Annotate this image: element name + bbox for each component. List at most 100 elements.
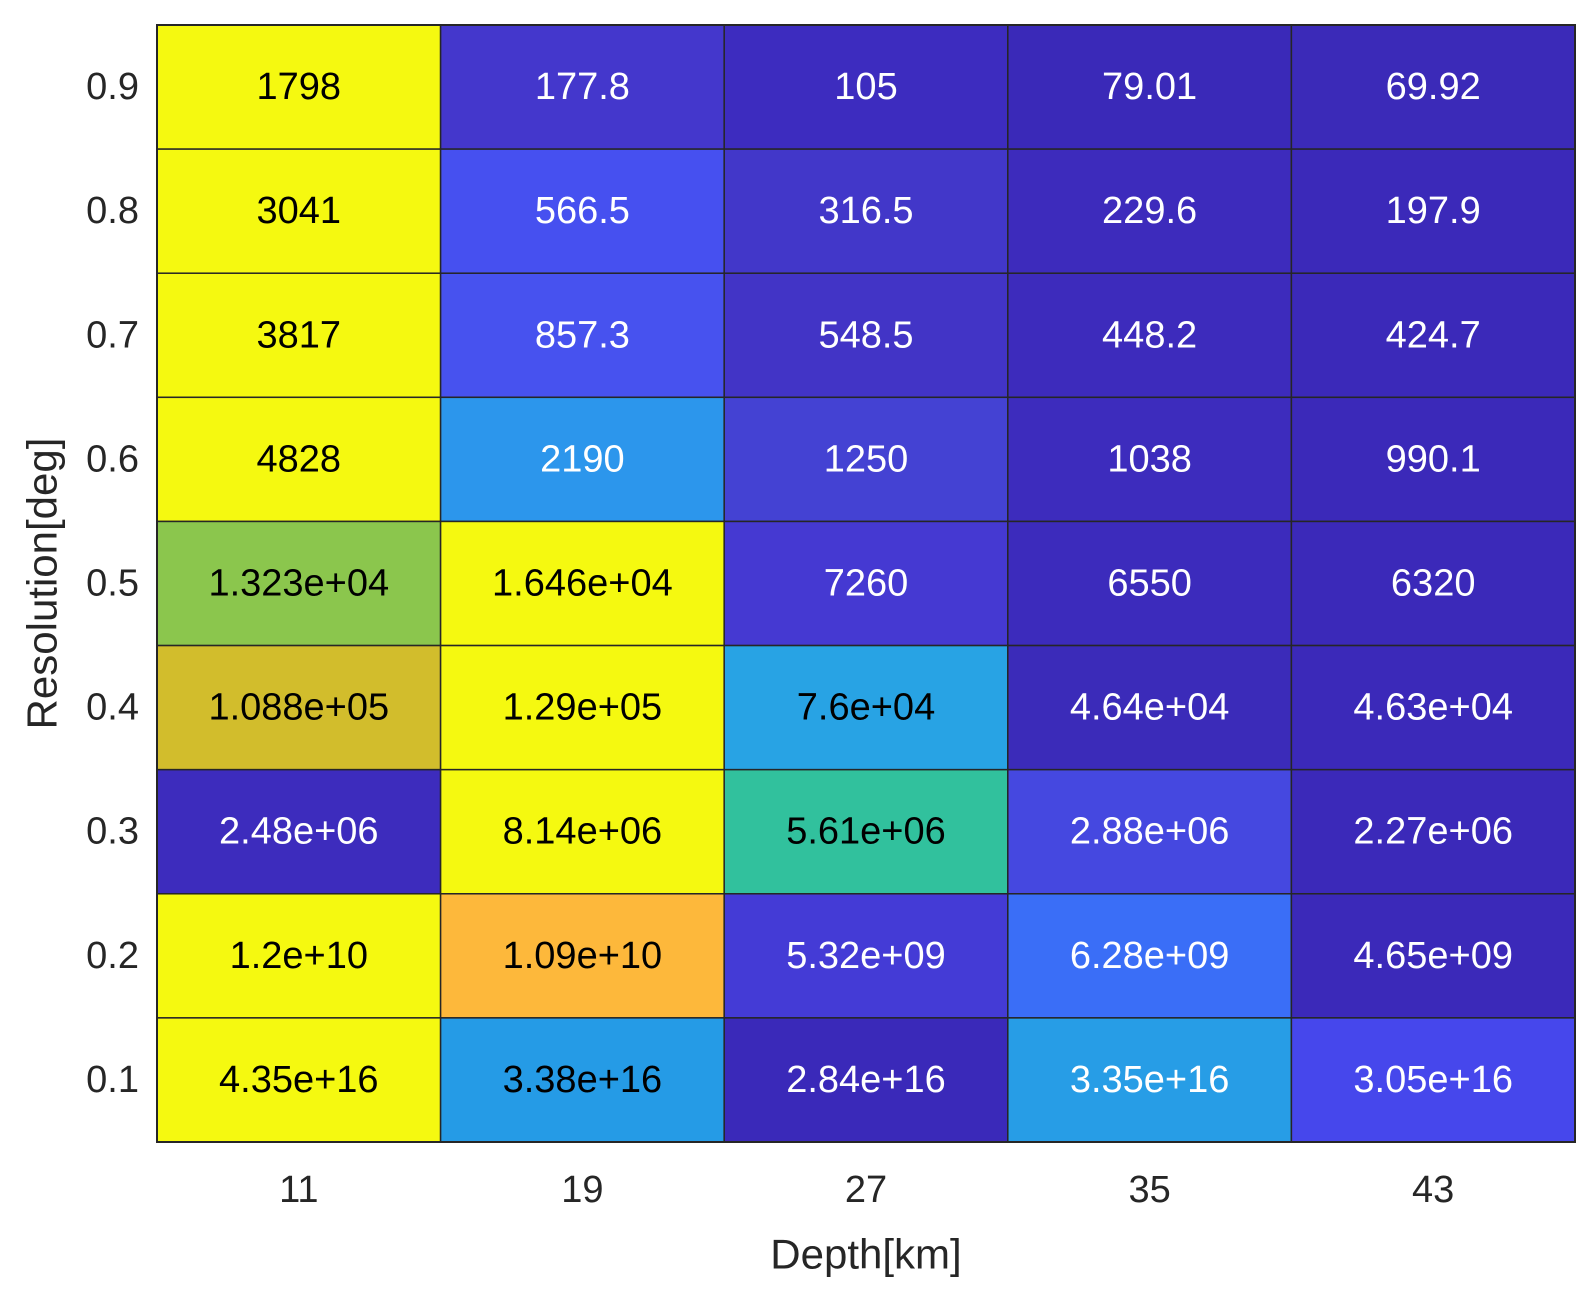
heatmap-cell bbox=[723, 644, 1009, 771]
heatmap-cell-label: 1038 bbox=[1107, 438, 1192, 480]
x-tick-label: 43 bbox=[1412, 1169, 1454, 1211]
heatmap-cell-label: 448.2 bbox=[1102, 314, 1197, 356]
heatmap-cell bbox=[156, 148, 442, 274]
heatmap-cell-label: 1.29e+05 bbox=[503, 687, 663, 729]
heatmap-cell-label: 4.65e+09 bbox=[1353, 935, 1513, 977]
heatmap-cell-label: 4.63e+04 bbox=[1353, 687, 1513, 729]
y-tick-label: 0.8 bbox=[86, 190, 139, 232]
heatmap-cell bbox=[723, 396, 1009, 523]
heatmap-cell-label: 6550 bbox=[1107, 563, 1192, 605]
heatmap-cell-label: 3.35e+16 bbox=[1070, 1059, 1230, 1101]
heatmap-cell-label: 3.38e+16 bbox=[503, 1059, 663, 1101]
heatmap-cell-label: 566.5 bbox=[535, 190, 630, 232]
heatmap-cell-label: 177.8 bbox=[535, 66, 630, 108]
heatmap-cell-label: 1.2e+10 bbox=[230, 935, 368, 977]
heatmap-cell-label: 7.6e+04 bbox=[797, 687, 935, 729]
heatmap-cell-label: 2.48e+06 bbox=[219, 811, 379, 853]
heatmap-cell-label: 229.6 bbox=[1102, 190, 1197, 232]
heatmap-cell-label: 5.61e+06 bbox=[786, 811, 946, 853]
heatmap-cell bbox=[723, 272, 1009, 399]
heatmap-cell-label: 2190 bbox=[540, 438, 625, 480]
heatmap-cell-label: 6320 bbox=[1391, 563, 1476, 605]
heatmap-cell bbox=[439, 893, 725, 1019]
heatmap-cell-label: 3817 bbox=[257, 314, 342, 356]
heatmap-cell bbox=[156, 768, 442, 895]
heatmap-cell bbox=[1290, 520, 1576, 647]
x-axis-ticks: 11 19 27 35 43 bbox=[279, 1169, 1454, 1211]
heatmap-cell-label: 3041 bbox=[257, 190, 342, 232]
heatmap-cell bbox=[1290, 272, 1576, 399]
heatmap-cell-label: 4.35e+16 bbox=[219, 1059, 379, 1101]
heatmap-cell bbox=[1290, 1017, 1576, 1143]
heatmap-cell bbox=[439, 644, 725, 771]
heatmap-cell-label: 1250 bbox=[824, 438, 909, 480]
y-tick-label: 0.4 bbox=[86, 687, 139, 729]
x-tick-label: 19 bbox=[561, 1169, 603, 1211]
heatmap-cell-label: 1.323e+04 bbox=[208, 563, 389, 605]
heatmap-cell-label: 990.1 bbox=[1386, 438, 1481, 480]
heatmap-cell bbox=[156, 520, 442, 647]
y-tick-label: 0.5 bbox=[86, 563, 139, 605]
heatmap-cell bbox=[1290, 768, 1576, 895]
x-tick-label: 11 bbox=[279, 1169, 318, 1211]
y-tick-label: 0.3 bbox=[86, 811, 139, 853]
heatmap-cell bbox=[1007, 644, 1293, 771]
heatmap-cell-label: 6.28e+09 bbox=[1070, 935, 1230, 977]
heatmap-cell bbox=[1007, 24, 1293, 150]
y-tick-label: 0.7 bbox=[86, 314, 139, 356]
heatmap-cell-label: 1.646e+04 bbox=[492, 563, 673, 605]
heatmap-cell-label: 105 bbox=[834, 66, 897, 108]
heatmap-cell bbox=[1290, 24, 1576, 150]
heatmap-cell bbox=[439, 1017, 725, 1143]
heatmap-cell-label: 2.88e+06 bbox=[1070, 811, 1230, 853]
heatmap-cell-label: 4.64e+04 bbox=[1070, 687, 1230, 729]
x-axis-label: Depth[km] bbox=[770, 1231, 961, 1278]
heatmap-cell bbox=[439, 396, 725, 523]
heatmap-cell-label: 548.5 bbox=[818, 314, 913, 356]
heatmap-cell bbox=[1290, 148, 1576, 274]
heatmap-cell-label: 424.7 bbox=[1386, 314, 1481, 356]
heatmap-cell bbox=[723, 520, 1009, 647]
y-tick-label: 0.1 bbox=[86, 1059, 139, 1101]
heatmap-cell bbox=[156, 893, 442, 1019]
heatmap-cell-label: 2.27e+06 bbox=[1353, 811, 1513, 853]
heatmap-cell bbox=[439, 520, 725, 647]
heatmap-cell-label: 1.09e+10 bbox=[503, 935, 663, 977]
heatmap-cell-label: 857.3 bbox=[535, 314, 630, 356]
x-tick-label: 35 bbox=[1128, 1169, 1170, 1211]
heatmap-cells bbox=[156, 24, 1576, 1143]
heatmap-cell-label: 69.92 bbox=[1386, 66, 1481, 108]
heatmap-cell bbox=[1007, 272, 1293, 399]
heatmap-cell bbox=[1007, 893, 1293, 1019]
y-tick-label: 0.2 bbox=[86, 935, 139, 977]
heatmap-cell bbox=[439, 272, 725, 399]
heatmap-cell-label: 8.14e+06 bbox=[503, 811, 663, 853]
heatmap-cell-label: 3.05e+16 bbox=[1353, 1059, 1513, 1101]
heatmap-cell bbox=[1290, 396, 1576, 523]
heatmap-cell-label: 7260 bbox=[824, 563, 909, 605]
heatmap-cell-label: 5.32e+09 bbox=[786, 935, 946, 977]
heatmap-cell bbox=[439, 24, 725, 150]
y-tick-label: 0.9 bbox=[86, 66, 139, 108]
heatmap-cell-label: 1.088e+05 bbox=[208, 687, 389, 729]
y-tick-label: 0.6 bbox=[86, 438, 139, 480]
heatmap-cell bbox=[1290, 893, 1576, 1019]
y-axis-label: Resolution[deg] bbox=[19, 438, 66, 730]
heatmap-cell-label: 79.01 bbox=[1102, 66, 1197, 108]
heatmap-cell bbox=[723, 893, 1009, 1019]
heatmap-cell-labels: 1798 177.8 105 79.01 69.92 3041 566.5 316.5 229.… bbox=[208, 66, 1513, 1101]
heatmap-cell bbox=[156, 24, 442, 150]
x-tick-label: 27 bbox=[845, 1169, 887, 1211]
heatmap-cell-label: 2.84e+16 bbox=[786, 1059, 946, 1101]
y-axis-ticks: 0.9 0.8 0.7 0.6 0.5 0.4 0.3 0.2 0.1 bbox=[86, 66, 139, 1101]
plot-frame bbox=[156, 24, 1576, 1143]
heatmap-cell-label: 197.9 bbox=[1386, 190, 1481, 232]
heatmap-cell-label: 1798 bbox=[257, 66, 342, 108]
heatmap-cell bbox=[723, 1017, 1009, 1143]
heatmap-cell bbox=[1007, 396, 1293, 523]
heatmap-cell-label: 316.5 bbox=[818, 190, 913, 232]
heatmap-cell bbox=[723, 148, 1009, 274]
heatmap-cell-label: 4828 bbox=[257, 438, 342, 480]
